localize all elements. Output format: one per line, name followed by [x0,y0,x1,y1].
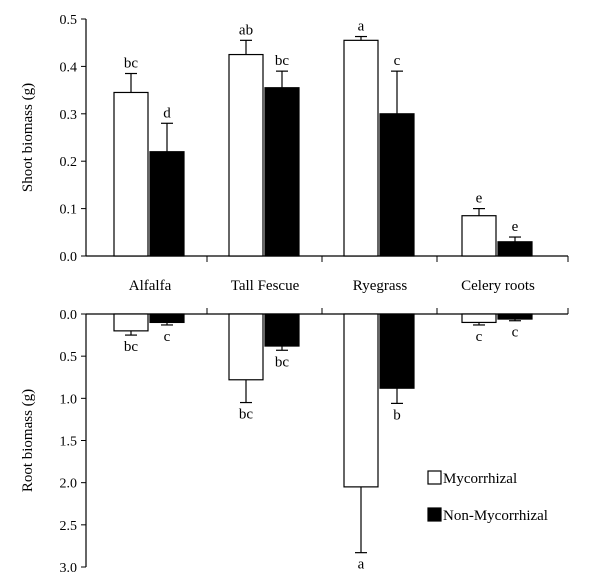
root-bar-non-mycorrhizal-ryegrass [379,313,415,389]
shoot-bar-mycorrhizal-ryegrass [343,39,379,257]
shoot-bar-mycorrhizal-celery-roots [461,215,497,257]
top-y-axis-title: Shoot biomass (g) [20,83,36,192]
bottom-y-tick-label: 0.0 [60,308,78,323]
root-significance-label: c [164,329,171,345]
shoot-bar-non-mycorrhizal-ryegrass [379,113,415,257]
category-label-alfalfa: Alfalfa [129,278,172,294]
top-y-tick-label: 0.1 [60,203,78,218]
root-bar-non-mycorrhizal-alfalfa [149,313,185,324]
root-bar-non-mycorrhizal-celery-roots [497,313,533,320]
root-bar-mycorrhizal-celery-roots [461,313,497,324]
shoot-bar-non-mycorrhizal-celery-roots [497,241,533,257]
top-y-tick-label: 0.3 [60,108,78,123]
legend-label-non-mycorrhizal: Non-Mycorrhizal [443,508,548,524]
top-y-tick-label: 0.5 [60,13,78,28]
root-significance-label: bc [124,339,139,355]
shoot-bar-mycorrhizal-alfalfa [113,91,149,257]
legend-label-mycorrhizal: Mycorrhizal [443,471,517,487]
legend-swatch-mycorrhizal [427,470,442,485]
shoot-biomass-panel: 0.0 0.1 0.2 0.3 0.4 0.5 Shoot biomass (g) bc ab a… [20,13,569,294]
top-y-tick-label: 0.2 [60,155,78,170]
category-label-tall-fescue: Tall Fescue [231,278,300,294]
root-bar-mycorrhizal-ryegrass [343,313,379,488]
root-bar-mycorrhizal-alfalfa [113,313,149,332]
shoot-significance-label: bc [275,53,290,69]
legend-swatch-non-mycorrhizal [427,507,442,522]
shoot-bar-non-mycorrhizal-alfalfa [149,151,185,257]
root-significance-label: b [393,407,401,423]
shoot-significance-label: d [163,105,171,121]
root-significance-label: c [512,325,519,341]
root-significance-label: a [358,557,365,573]
root-bar-non-mycorrhizal-tall-fescue [264,313,300,347]
bottom-y-tick-label: 0.5 [60,350,78,365]
bottom-y-tick-label: 2.5 [60,519,78,534]
root-significance-label: bc [275,354,290,370]
shoot-significance-label: c [394,53,401,69]
root-bar-mycorrhizal-tall-fescue [228,313,264,381]
bottom-y-tick-label: 1.5 [60,435,78,450]
shoot-significance-label: e [512,219,519,235]
bottom-y-axis-title: Root biomass (g) [20,389,36,492]
shoot-significance-label: e [476,191,483,207]
top-y-tick-label: 0.0 [60,250,78,265]
root-significance-label: c [476,329,483,345]
shoot-significance-label: ab [239,22,253,38]
bottom-y-tick-label: 1.0 [60,392,78,407]
top-y-tick-label: 0.4 [60,60,78,75]
shoot-bar-non-mycorrhizal-tall-fescue [264,87,300,257]
category-label-ryegrass: Ryegrass [353,278,408,294]
shoot-bar-mycorrhizal-tall-fescue [228,53,264,257]
shoot-significance-label: bc [124,56,139,72]
legend: Mycorrhizal Non-Mycorrhizal [427,470,548,524]
bottom-y-tick-label: 2.0 [60,477,78,492]
root-significance-label: bc [239,407,254,423]
shoot-significance-label: a [358,19,365,35]
category-label-celery-roots: Celery roots [461,278,535,294]
bottom-y-tick-label: 3.0 [60,561,78,576]
